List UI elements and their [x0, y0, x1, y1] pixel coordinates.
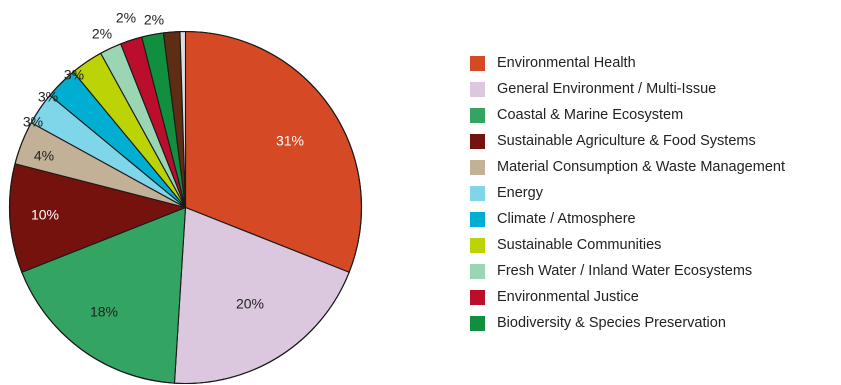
legend-swatch — [470, 55, 485, 71]
data-label-9: 2% — [116, 10, 136, 26]
legend-swatch — [470, 289, 485, 305]
data-label-5: 3% — [23, 114, 43, 130]
legend-label: Material Consumption & Waste Management — [497, 159, 785, 175]
legend-label: Sustainable Agriculture & Food Systems — [497, 133, 756, 149]
pie-outline — [8, 30, 363, 385]
pie-labels: 31%20%18%10%4%3%3%3%2%2% 2% — [23, 10, 304, 320]
legend-swatch — [470, 133, 485, 149]
legend-swatch — [470, 81, 485, 97]
data-label-8: 2% — [92, 26, 112, 42]
legend-item: Environmental Justice — [470, 284, 841, 310]
legend-label: Climate / Atmosphere — [497, 211, 636, 227]
legend-item: Energy — [470, 180, 841, 206]
legend-item: Biodiversity & Species Preservation — [470, 310, 841, 336]
legend-item: Climate / Atmosphere — [470, 206, 841, 232]
legend-item: Sustainable Agriculture & Food Systems — [470, 128, 841, 154]
legend-label: Environmental Health — [497, 55, 636, 71]
legend-item: Environmental Health — [470, 50, 841, 76]
legend-item: General Environment / Multi-Issue — [470, 76, 841, 102]
legend-item: Sustainable Communities — [470, 232, 841, 258]
legend-item: Fresh Water / Inland Water Ecosystems — [470, 258, 841, 284]
data-label-6: 3% — [38, 89, 58, 105]
legend-label: Biodiversity & Species Preservation — [497, 315, 726, 331]
legend-label: Environmental Justice — [497, 289, 639, 305]
legend-swatch — [470, 263, 485, 279]
pie-chart: 31%20%18%10%4%3%3%3%2%2% 2% — [8, 10, 363, 385]
legend-label: Sustainable Communities — [497, 237, 662, 253]
data-label-7: 3% — [64, 67, 84, 83]
legend-label: Fresh Water / Inland Water Ecosystems — [497, 263, 753, 279]
legend-label: General Environment / Multi-Issue — [497, 81, 717, 97]
data-label-2: 18% — [90, 304, 118, 320]
legend-item: Material Consumption & Waste Management — [470, 154, 841, 180]
legend-item: Coastal & Marine Ecosystem — [470, 102, 841, 128]
data-label-1: 20% — [236, 296, 264, 312]
data-label-10: 2% — [144, 12, 164, 28]
legend-swatch — [470, 159, 485, 175]
data-label-3: 10% — [31, 207, 59, 223]
legend-swatch — [470, 211, 485, 227]
legend-label: Energy — [497, 185, 543, 201]
data-label-4: 4% — [34, 148, 54, 164]
chart-legend: Environmental Health General Environment … — [470, 50, 841, 336]
legend-swatch — [470, 107, 485, 123]
data-label-0: 31% — [276, 133, 304, 149]
legend-label: Coastal & Marine Ecosystem — [497, 107, 684, 123]
legend-swatch — [470, 315, 485, 331]
pie-slices — [8, 30, 363, 385]
legend-swatch — [470, 185, 485, 201]
legend-swatch — [470, 237, 485, 253]
